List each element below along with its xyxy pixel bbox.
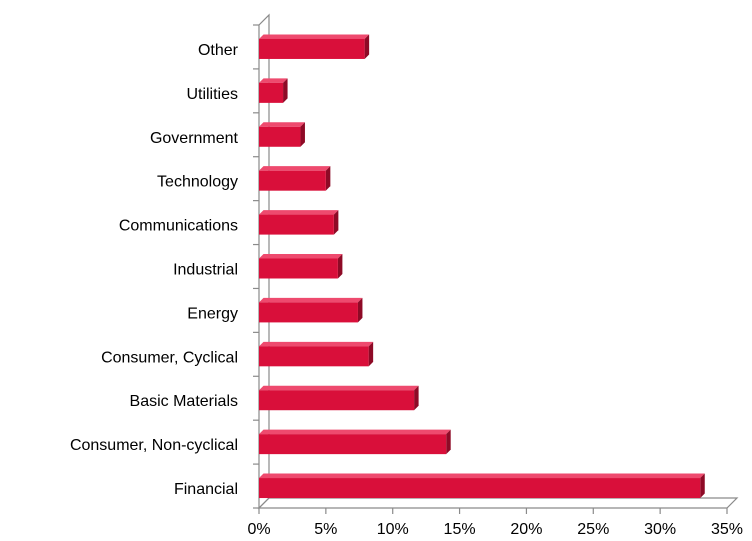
bar-side-face	[368, 341, 374, 367]
bar	[259, 297, 363, 323]
x-tick-label: 20%	[510, 521, 542, 538]
bar-top-face	[259, 385, 419, 391]
bar-top-face	[259, 210, 339, 215]
bar-front-face	[259, 478, 701, 499]
x-tick-label: 0%	[247, 521, 270, 538]
chart-bars	[259, 34, 705, 499]
category-label: Utilities	[186, 86, 238, 103]
category-label: Consumer, Non-cyclical	[70, 437, 238, 454]
category-label: Government	[150, 130, 239, 147]
bar	[259, 78, 288, 103]
bar-top-face	[259, 254, 343, 259]
bar	[259, 122, 305, 147]
x-tick-labels: 0% 5% 10% 15% 20% 25% 30% 35%	[247, 521, 743, 538]
bar-front-face	[259, 82, 284, 103]
x-tick-label: 35%	[711, 521, 743, 538]
category-label: Industrial	[173, 262, 238, 279]
category-label: Communications	[119, 218, 238, 235]
bar-front-face	[259, 346, 369, 367]
bar-front-face	[259, 170, 326, 191]
category-label: Basic Materials	[130, 393, 238, 410]
bar-side-face	[333, 210, 339, 235]
bar	[259, 166, 331, 191]
bar-top-face	[259, 166, 331, 171]
bar-side-face	[300, 122, 305, 147]
category-label: Financial	[174, 481, 238, 498]
category-labels: Financial Consumer, Non-cyclical Basic Mat…	[70, 42, 239, 498]
bar-front-face	[259, 390, 415, 411]
bar-side-face	[446, 429, 451, 455]
bar	[259, 341, 374, 367]
bar	[259, 34, 370, 59]
bar	[259, 473, 705, 499]
bar-front-face	[259, 302, 358, 323]
bar	[259, 385, 419, 411]
bar-top-face	[259, 429, 451, 435]
x-tick-label: 30%	[644, 521, 676, 538]
bar-top-face	[259, 297, 363, 303]
bar-side-face	[357, 297, 363, 323]
x-tick-label: 5%	[314, 521, 337, 538]
bar-top-face	[259, 78, 288, 83]
category-label: Other	[198, 42, 239, 59]
category-label: Consumer, Cyclical	[101, 349, 238, 366]
bar	[259, 429, 451, 455]
bar-top-face	[259, 34, 370, 39]
category-label: Technology	[157, 174, 238, 191]
bar-front-face	[259, 258, 338, 279]
bar-side-face	[414, 385, 419, 411]
bar-side-face	[283, 78, 288, 103]
x-tick-label: 25%	[577, 521, 609, 538]
bar	[259, 254, 343, 279]
bar-front-face	[259, 38, 365, 59]
bar-front-face	[259, 214, 334, 235]
bar-top-face	[259, 341, 374, 347]
bar-top-face	[259, 473, 705, 479]
bar-side-face	[700, 473, 705, 499]
category-label: Energy	[187, 305, 238, 322]
x-tick-label: 15%	[444, 521, 476, 538]
bar-front-face	[259, 434, 447, 455]
bar-side-face	[364, 34, 370, 59]
bar-side-face	[337, 254, 343, 279]
x-axis-floor	[257, 497, 739, 509]
bar	[259, 210, 339, 235]
x-tick-label: 10%	[377, 521, 409, 538]
bar-front-face	[259, 126, 301, 147]
bar-top-face	[259, 122, 305, 127]
bar-side-face	[325, 166, 331, 191]
